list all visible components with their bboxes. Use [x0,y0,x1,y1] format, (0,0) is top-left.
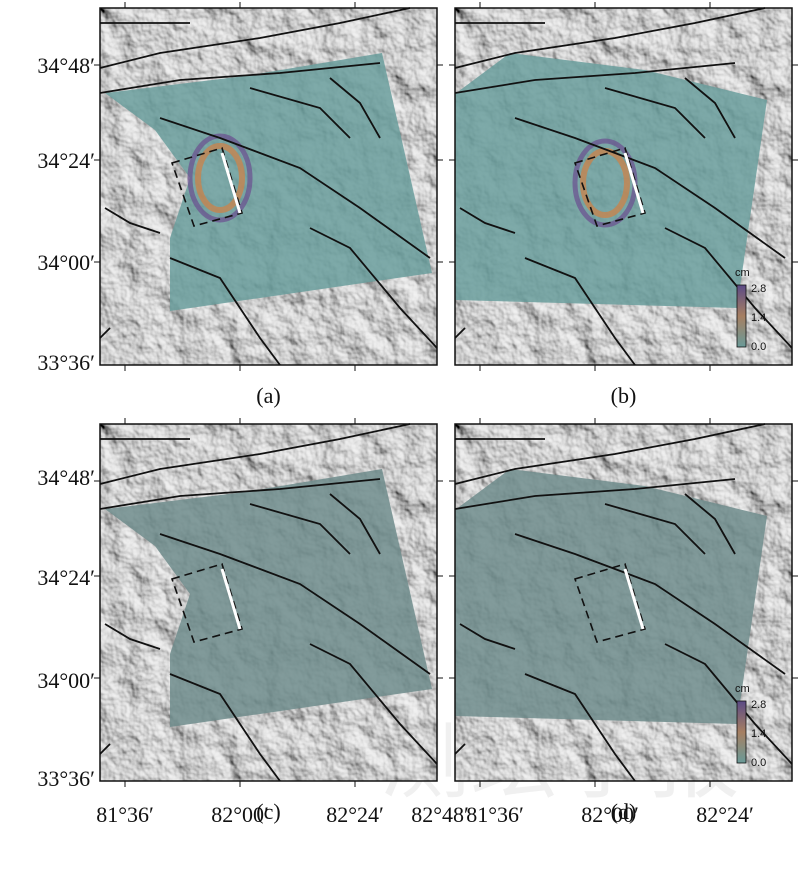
y-tick-label: 34°48′ [37,465,95,490]
y-tick-label: 34°24′ [37,148,95,173]
deformation-ring [195,143,245,213]
source-box [573,563,647,643]
rupture-trace [220,568,242,630]
fault-line [169,257,281,366]
fault-line [664,227,793,349]
fault-line [249,503,351,555]
map-frame [99,423,438,782]
fault-line [524,673,636,782]
x-tick-label: 82°00′ [581,802,639,827]
fault-line [99,743,111,755]
fault-line [309,227,438,349]
fault-line [604,87,706,139]
fault-line [514,533,786,675]
fault-line [249,87,351,139]
x-tick-label: 82°00′ [211,802,269,827]
fault-line [169,673,281,782]
deformation-ring [187,133,253,223]
fault-line [454,743,466,755]
map-frame [454,7,793,366]
fault-line [459,207,516,234]
y-tick-label: 33°36′ [37,766,95,791]
source-box [573,147,647,227]
panel-label: (c) [256,799,280,824]
panel-label: (a) [256,383,280,408]
fault-line [99,7,411,69]
y-tick-label: 33°36′ [37,350,95,375]
fault-line [329,77,381,139]
fault-line [524,257,636,366]
fault-line [454,62,736,94]
fault-line [99,423,411,485]
fault-line [159,117,431,259]
insar-coverage [455,469,767,724]
x-tick-label: 81°36′ [466,802,524,827]
y-tick-label: 34°00′ [37,668,95,693]
y-tick-label: 34°48′ [37,53,95,78]
y-tick-label: 34°00′ [37,250,95,275]
map-panel: cm2.8 1.4 0.0 [449,2,798,371]
fault-line [604,503,706,555]
deformation-ring [580,148,630,218]
fault-line [104,207,161,234]
rupture-trace [220,152,242,214]
x-tick-label: 82°24′ [326,802,384,827]
y-tick-label: 34°24′ [37,565,95,590]
map-frame [454,423,793,782]
insar-coverage [455,53,767,308]
x-tick-label: 81°36′ [96,802,154,827]
panel-label: (b) [611,383,637,408]
fault-line [329,493,381,555]
colorbar-tick-label: 0.0 [751,757,766,769]
fault-line [454,423,766,485]
panel-label: (d) [611,799,637,824]
x-tick-label: 82°24′ [696,802,754,827]
colorbar-tick-label: 1.4 [751,728,766,740]
source-box [170,147,244,227]
map-frame [99,7,438,366]
fault-line [514,117,786,259]
fault-line [454,478,736,510]
colorbar-unit: cm [735,683,750,695]
fault-line [159,533,431,675]
colorbar [736,700,747,764]
colorbar [736,284,747,348]
rupture-trace [623,568,645,630]
rupture-trace [623,152,645,214]
fault-line [99,478,381,510]
fault-line [104,623,161,650]
fault-line [309,643,438,765]
x-tick-label: 82°48′ [411,802,469,827]
insar-coverage [105,469,432,727]
colorbar-tick-label: 0.0 [751,341,766,353]
fault-line [664,643,793,765]
map-panel [94,2,443,371]
map-panel: cm2.8 1.4 0.0 [449,418,798,787]
fault-line [454,7,766,69]
fault-line [459,623,516,650]
source-box [170,563,244,643]
colorbar-tick-label: 1.4 [751,312,766,324]
fault-line [454,327,466,339]
fault-line [99,327,111,339]
colorbar-tick-label: 2.8 [751,699,766,711]
fault-line [684,493,736,555]
map-panel [94,418,443,787]
insar-coverage [105,53,432,311]
fault-line [684,77,736,139]
colorbar-tick-label: 2.8 [751,283,766,295]
fault-line [99,62,381,94]
colorbar-unit: cm [735,267,750,279]
